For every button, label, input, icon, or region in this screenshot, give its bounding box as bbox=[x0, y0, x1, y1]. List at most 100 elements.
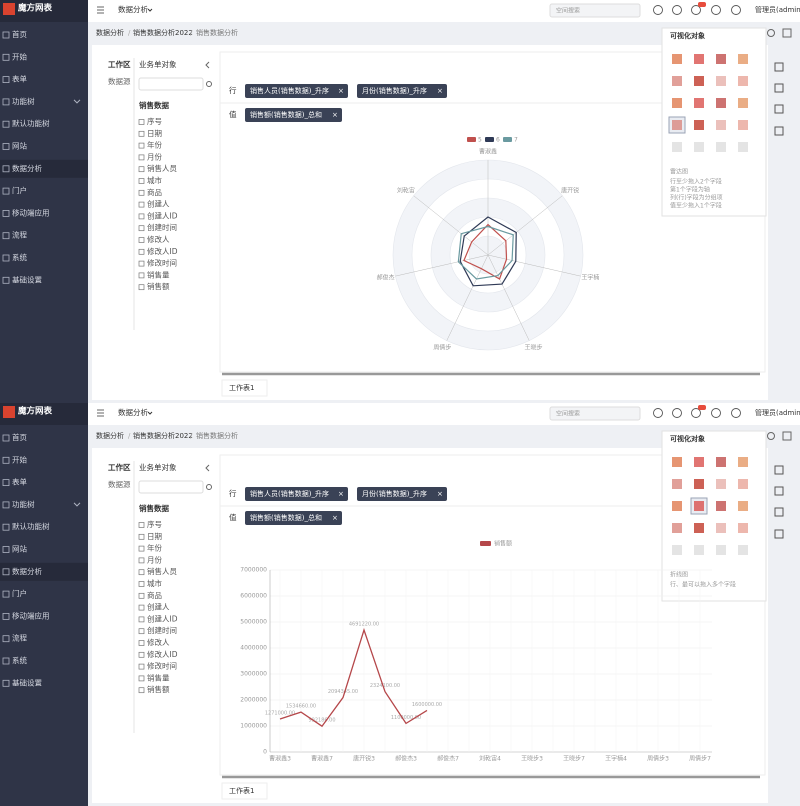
menu-item[interactable]: 默认功能树 bbox=[12, 521, 50, 531]
field-chip[interactable] bbox=[357, 84, 447, 98]
vis-icon[interactable] bbox=[672, 142, 682, 152]
menu-item[interactable]: 门户 bbox=[12, 588, 27, 598]
vis-icon[interactable] bbox=[716, 142, 726, 152]
collapse[interactable] bbox=[205, 61, 210, 69]
top-icon[interactable] bbox=[653, 408, 663, 418]
tool-icon[interactable] bbox=[774, 465, 784, 475]
breadcrumb-item[interactable]: 销售数据分析2022 bbox=[133, 28, 193, 37]
save-icon[interactable] bbox=[782, 28, 792, 38]
tool-icon[interactable] bbox=[774, 507, 784, 517]
menu-item[interactable]: 门户 bbox=[12, 185, 27, 195]
settings-icon[interactable] bbox=[767, 29, 775, 37]
menu-item[interactable]: 开始 bbox=[12, 51, 27, 61]
field[interactable]: 创建人 bbox=[147, 602, 170, 612]
field-chip[interactable] bbox=[245, 487, 348, 501]
menu-item[interactable]: 表单 bbox=[12, 74, 27, 84]
field-chip[interactable] bbox=[245, 108, 342, 122]
field[interactable]: 月份 bbox=[147, 554, 162, 564]
top-icon[interactable] bbox=[711, 408, 721, 418]
field[interactable]: 序号 bbox=[147, 519, 162, 529]
vis-icon[interactable] bbox=[738, 54, 748, 64]
tab[interactable]: 数据源 bbox=[108, 479, 131, 489]
breadcrumb-item[interactable]: 销售数据分析2022 bbox=[133, 431, 193, 440]
field[interactable]: 修改人 bbox=[147, 637, 170, 647]
field[interactable]: 日期 bbox=[147, 532, 162, 541]
top-icon[interactable] bbox=[691, 408, 701, 418]
top-icon[interactable] bbox=[672, 408, 682, 418]
menu-item[interactable]: 功能树 bbox=[12, 96, 35, 106]
menu-item[interactable]: 功能树 bbox=[12, 499, 35, 509]
menu-item[interactable]: 流程 bbox=[12, 633, 27, 643]
top-icon[interactable] bbox=[711, 5, 721, 15]
menu-item[interactable]: 流程 bbox=[12, 230, 27, 240]
menu-item[interactable]: 默认功能树 bbox=[12, 118, 50, 128]
vis-icon[interactable] bbox=[716, 120, 726, 130]
tool-icon[interactable] bbox=[774, 104, 784, 114]
field-search[interactable] bbox=[138, 480, 204, 494]
vis-icon[interactable] bbox=[738, 545, 748, 555]
field[interactable]: 创建人 bbox=[147, 199, 170, 209]
menu-item[interactable]: 首页 bbox=[12, 29, 27, 39]
eye[interactable] bbox=[206, 81, 212, 87]
field-chip[interactable] bbox=[245, 511, 342, 525]
tool-icon[interactable] bbox=[774, 83, 784, 93]
field[interactable]: 销售人员 bbox=[147, 163, 177, 173]
vis-icon[interactable] bbox=[694, 457, 704, 467]
vis-icon[interactable] bbox=[738, 501, 748, 511]
breadcrumb-item[interactable]: 数据分析 bbox=[96, 431, 124, 440]
field[interactable]: 销售人员 bbox=[147, 566, 177, 576]
sheet-tab-bg[interactable] bbox=[221, 379, 268, 397]
module-select[interactable]: 数据分析 bbox=[118, 407, 148, 417]
vis-icon[interactable] bbox=[716, 54, 726, 64]
menu-item[interactable]: 移动端应用 bbox=[12, 610, 50, 620]
tab[interactable]: 工作区 bbox=[108, 59, 131, 69]
vis-icon[interactable] bbox=[672, 501, 682, 511]
vis-icon[interactable] bbox=[694, 76, 704, 86]
vis-icon[interactable] bbox=[694, 120, 704, 130]
settings-icon[interactable] bbox=[767, 432, 775, 440]
menu-item[interactable]: 基础设置 bbox=[12, 274, 42, 284]
vis-icon[interactable] bbox=[672, 523, 682, 533]
menu-item[interactable]: 基础设置 bbox=[12, 677, 42, 687]
vis-icon[interactable] bbox=[672, 457, 682, 467]
menu-item[interactable]: 网站 bbox=[12, 141, 27, 151]
tool-icon[interactable] bbox=[774, 486, 784, 496]
vis-icon[interactable] bbox=[672, 545, 682, 555]
field[interactable]: 创建时间 bbox=[147, 625, 177, 635]
vis-icon[interactable] bbox=[716, 501, 726, 511]
vis-icon[interactable] bbox=[738, 479, 748, 489]
sheet-tab[interactable]: 工作表1 bbox=[229, 383, 254, 392]
field[interactable]: 修改人ID bbox=[147, 246, 178, 256]
vis-icon[interactable] bbox=[672, 76, 682, 86]
search-box[interactable] bbox=[549, 3, 641, 18]
vis-icon[interactable] bbox=[694, 54, 704, 64]
menu-item[interactable]: 移动端应用 bbox=[12, 207, 50, 217]
tab[interactable]: 工作区 bbox=[108, 462, 131, 472]
field[interactable]: 城市 bbox=[147, 175, 162, 185]
field[interactable]: 销售量 bbox=[147, 269, 170, 279]
field[interactable]: 城市 bbox=[147, 578, 162, 588]
field[interactable]: 商品 bbox=[147, 590, 162, 600]
field[interactable]: 创建时间 bbox=[147, 222, 177, 232]
vis-icon[interactable] bbox=[738, 457, 748, 467]
top-icon[interactable] bbox=[653, 5, 663, 15]
vis-icon[interactable] bbox=[716, 545, 726, 555]
menu-item[interactable]: 开始 bbox=[12, 454, 27, 464]
menu-item[interactable]: 网站 bbox=[12, 544, 27, 554]
tab[interactable]: 数据源 bbox=[108, 76, 131, 86]
field-chip[interactable] bbox=[245, 84, 348, 98]
field[interactable]: 日期 bbox=[147, 129, 162, 138]
sheet-tab[interactable]: 工作表1 bbox=[229, 786, 254, 795]
top-icon[interactable] bbox=[731, 5, 741, 15]
vis-icon[interactable] bbox=[694, 98, 704, 108]
field[interactable]: 创建人ID bbox=[147, 210, 178, 220]
field-search[interactable] bbox=[138, 77, 204, 91]
field[interactable]: 创建人ID bbox=[147, 613, 178, 623]
vis-icon[interactable] bbox=[694, 501, 704, 511]
collapse[interactable] bbox=[205, 464, 210, 472]
vis-icon[interactable] bbox=[716, 523, 726, 533]
vis-icon[interactable] bbox=[672, 120, 682, 130]
field[interactable]: 销售量 bbox=[147, 672, 170, 682]
menu-item[interactable]: 首页 bbox=[12, 432, 27, 442]
vis-icon[interactable] bbox=[716, 457, 726, 467]
